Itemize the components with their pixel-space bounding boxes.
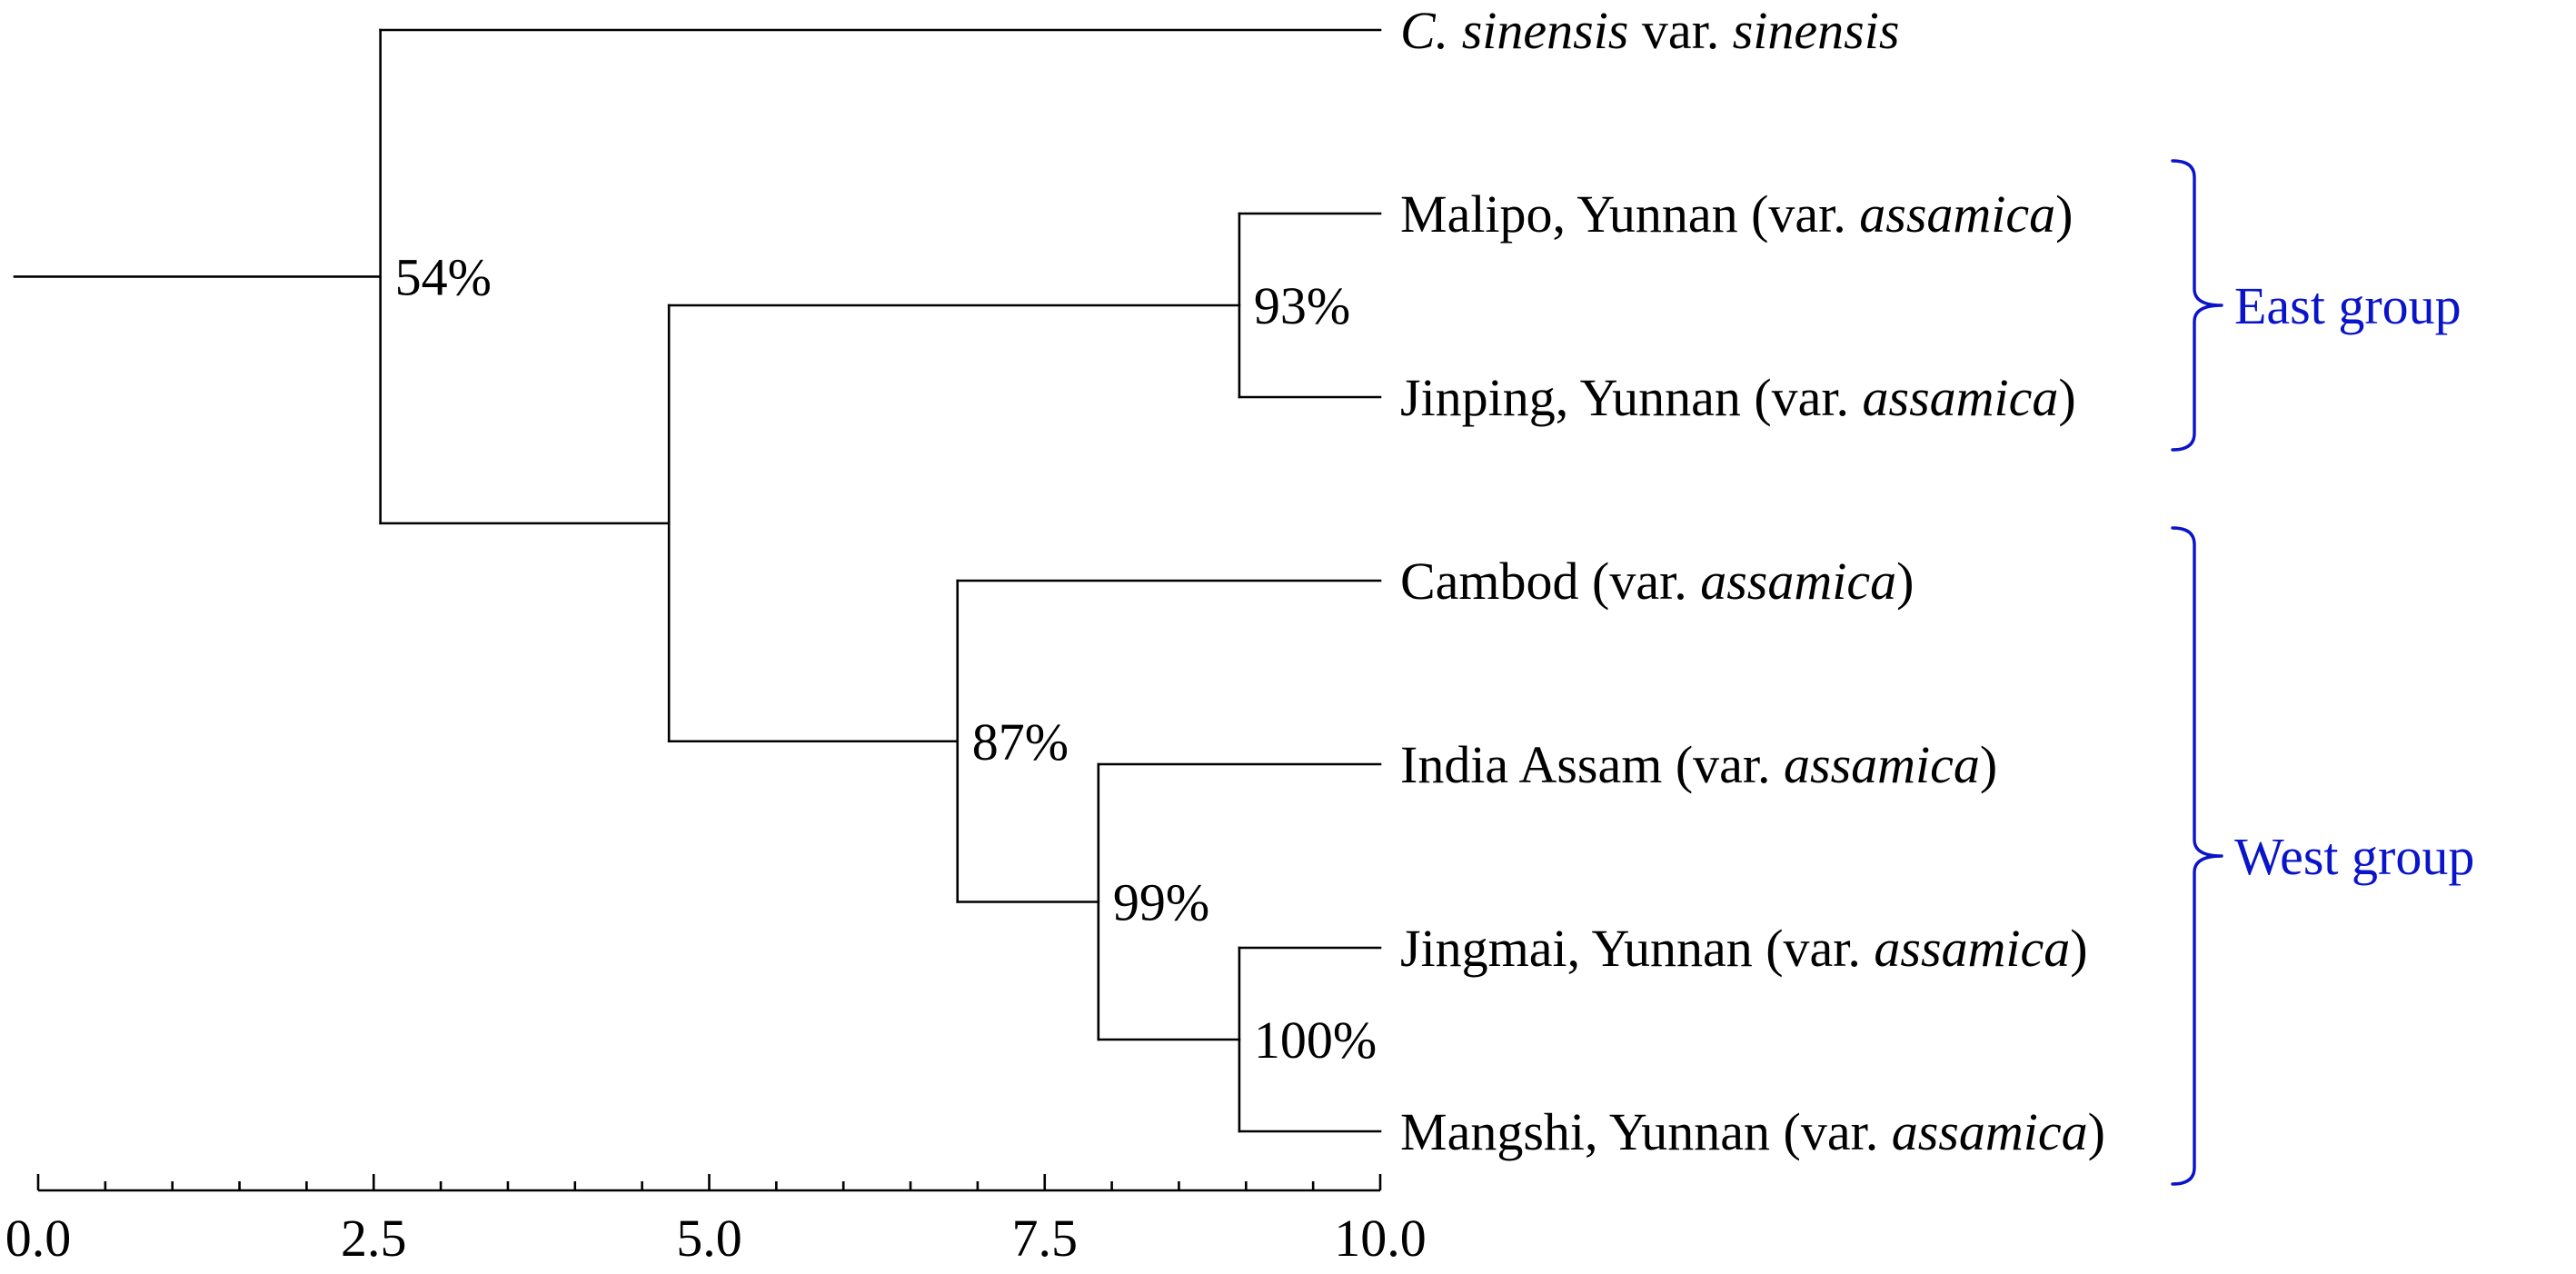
support-values: 54% 93% 87% 99% 100% xyxy=(395,247,1378,1070)
group-brackets: East group West group xyxy=(2171,159,2474,1186)
group-label-0: East group xyxy=(2234,276,2462,335)
leaf-labels: C. sinensis var. sinensis Malipo, Yunnan … xyxy=(1400,1,2105,1161)
leaf-label-L2: Jinping, Yunnan (var. assamica) xyxy=(1400,368,2076,427)
axis-tick-label: 0.0 xyxy=(5,1209,72,1268)
support-label-n99: 99% xyxy=(1113,873,1209,932)
support-label-n54: 54% xyxy=(395,247,492,306)
group-label-1: West group xyxy=(2234,827,2474,886)
leaf-label-L3: Cambod (var. assamica) xyxy=(1400,552,1914,611)
scale-axis: 0.0 2.5 5.0 7.5 10.0 xyxy=(5,1174,1427,1268)
leaf-label-L5: Jingmai, Yunnan (var. assamica) xyxy=(1400,919,2088,978)
leaf-label-L1: Malipo, Yunnan (var. assamica) xyxy=(1400,184,2073,244)
axis-tick-label: 7.5 xyxy=(1012,1209,1079,1268)
tree-branches xyxy=(13,28,1382,1133)
leaf-label-L6: Mangshi, Yunnan (var. assamica) xyxy=(1400,1102,2105,1161)
leaf-label-L0: C. sinensis var. sinensis xyxy=(1400,1,1899,60)
axis-tick-label: 2.5 xyxy=(341,1209,407,1268)
support-label-n93: 93% xyxy=(1254,276,1350,335)
leaf-label-L4: India Assam (var. assamica) xyxy=(1400,735,1997,794)
axis-tick-label: 5.0 xyxy=(676,1209,742,1268)
support-label-n100: 100% xyxy=(1254,1010,1377,1070)
group-bracket-0 xyxy=(2171,159,2223,452)
axis-tick-label: 10.0 xyxy=(1334,1209,1427,1268)
support-label-n87: 87% xyxy=(972,712,1069,771)
group-bracket-1 xyxy=(2171,526,2223,1186)
